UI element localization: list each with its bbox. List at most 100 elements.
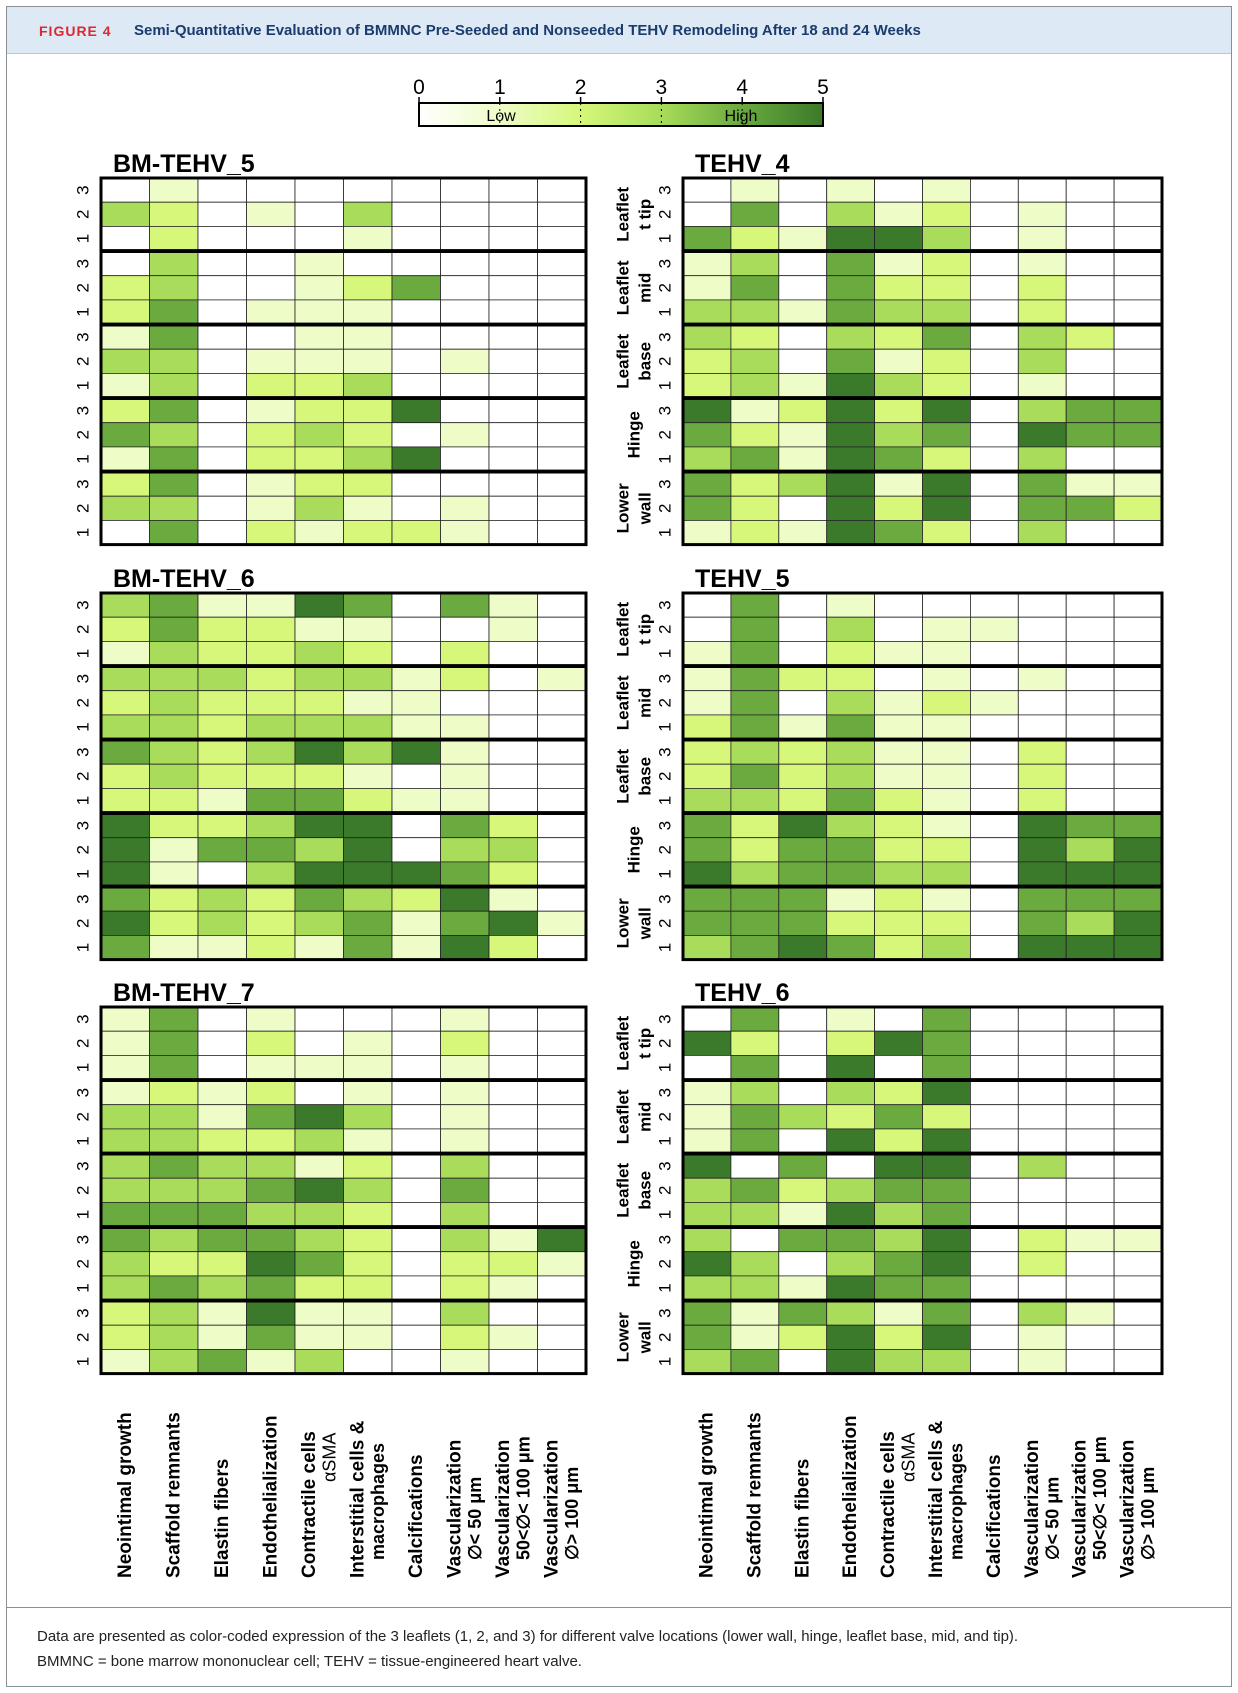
heatmap-cell xyxy=(100,813,150,839)
heatmap-cell xyxy=(730,520,780,546)
panel-title: BM-TEHV_7 xyxy=(113,979,255,1007)
heatmap-cell xyxy=(1017,299,1067,325)
leaflet-label: 2 xyxy=(656,1039,675,1048)
heatmap-cell xyxy=(488,641,538,667)
heatmap-cell xyxy=(1065,837,1115,863)
heatmap-cell xyxy=(1017,1128,1067,1154)
heatmap-cell xyxy=(970,348,1019,374)
heatmap-cell xyxy=(100,177,150,203)
column-label-text: Vascularization xyxy=(1022,1440,1043,1578)
heatmap-cell xyxy=(778,201,828,227)
heatmap-cell xyxy=(1065,935,1115,961)
heatmap-cell xyxy=(537,1251,587,1277)
heatmap-cell xyxy=(922,1128,971,1154)
leaflet-label: 1 xyxy=(74,234,93,243)
heatmap-cell xyxy=(246,739,296,765)
region-label: Leaflet xyxy=(614,187,633,242)
heatmap-cell xyxy=(1065,520,1115,546)
heatmap-cell xyxy=(149,1275,199,1301)
heatmap-cell xyxy=(1017,1275,1067,1301)
heatmap-cell xyxy=(874,1227,923,1253)
heatmap-cell xyxy=(1065,1128,1115,1154)
heatmap-cell xyxy=(922,641,971,667)
heatmap-cell xyxy=(778,861,828,887)
heatmap-cell xyxy=(1113,520,1163,546)
heatmap-cell xyxy=(1065,714,1115,740)
heatmap-cell xyxy=(778,225,828,251)
heatmap-cell xyxy=(246,1080,296,1106)
heatmap-cell xyxy=(730,1324,780,1350)
heatmap-cell xyxy=(874,201,923,227)
heatmap-cell xyxy=(246,520,296,546)
heatmap-cell xyxy=(826,1006,876,1032)
heatmap-cell xyxy=(440,1275,490,1301)
heatmap-cell xyxy=(391,1055,441,1081)
heatmap-cell xyxy=(682,1227,732,1253)
heatmap-cell xyxy=(246,886,296,912)
column-label: Neointimal growth xyxy=(115,1412,136,1578)
heatmap-cell xyxy=(197,1104,247,1130)
column-label: Contractile cells αSMA xyxy=(299,1431,340,1578)
heatmap-cell xyxy=(1113,1251,1163,1277)
heatmap-cell xyxy=(197,1128,247,1154)
heatmap-cell xyxy=(1065,398,1115,424)
heatmap-cell xyxy=(149,666,199,692)
heatmap-cell xyxy=(826,739,876,765)
leaflet-label: 1 xyxy=(74,649,93,658)
heatmap-cell xyxy=(488,861,538,887)
heatmap-cell xyxy=(1113,1275,1163,1301)
heatmap-cell xyxy=(197,471,247,497)
figure-label: FIGURE 4 xyxy=(39,23,112,39)
heatmap-cell xyxy=(1065,446,1115,472)
heatmap-cell xyxy=(682,1349,732,1375)
heatmap-cell xyxy=(826,1080,876,1106)
heatmap-cell xyxy=(246,641,296,667)
heatmap-cell xyxy=(440,592,490,618)
heatmap-cell xyxy=(826,1153,876,1179)
heatmap-cell xyxy=(922,251,971,277)
heatmap-cell xyxy=(149,1104,199,1130)
heatmap-cell xyxy=(970,1177,1019,1203)
heatmap-cell xyxy=(246,1030,296,1056)
heatmap-cell xyxy=(826,1324,876,1350)
heatmap-cell xyxy=(730,1055,780,1081)
heatmap-cell xyxy=(922,910,971,936)
heatmap-cell xyxy=(343,1300,393,1326)
heatmap-cell xyxy=(1017,1251,1067,1277)
heatmap-cell xyxy=(246,251,296,277)
heatmap-cell xyxy=(730,1128,780,1154)
heatmap-cell xyxy=(391,641,441,667)
heatmap-cell xyxy=(197,739,247,765)
heatmap-cell xyxy=(778,1251,828,1277)
heatmap-cell xyxy=(440,1153,490,1179)
heatmap-cell xyxy=(391,372,441,398)
heatmap-cell xyxy=(488,422,538,448)
heatmap-cell xyxy=(922,616,971,642)
heatmap-cell xyxy=(778,641,828,667)
heatmap-cell xyxy=(391,1128,441,1154)
heatmap-cell xyxy=(537,1177,587,1203)
heatmap-cell xyxy=(778,299,828,325)
heatmap-cell xyxy=(730,714,780,740)
heatmap-cell xyxy=(149,299,199,325)
heatmap-cell xyxy=(294,1006,344,1032)
region-label: Hinge xyxy=(625,1240,644,1287)
heatmap-cell xyxy=(343,1177,393,1203)
heatmap-cell xyxy=(682,348,732,374)
heatmap-cell xyxy=(1017,251,1067,277)
heatmap-cell xyxy=(197,861,247,887)
leaflet-label: 2 xyxy=(656,430,675,439)
group-separator xyxy=(682,1079,1163,1081)
heatmap-cell xyxy=(246,324,296,350)
heatmap-cell xyxy=(391,1275,441,1301)
leaflet-label: 3 xyxy=(74,1308,93,1317)
column-label: Endothelialization xyxy=(260,1415,281,1578)
colorbar-tick-label: 0 xyxy=(413,76,425,99)
heatmap-cell xyxy=(1017,1080,1067,1106)
heatmap-cell xyxy=(294,592,344,618)
heatmap-cell xyxy=(100,763,150,789)
leaflet-label: 2 xyxy=(656,210,675,219)
heatmap-cell xyxy=(970,714,1019,740)
heatmap-cell xyxy=(149,348,199,374)
heatmap-cell xyxy=(537,1300,587,1326)
